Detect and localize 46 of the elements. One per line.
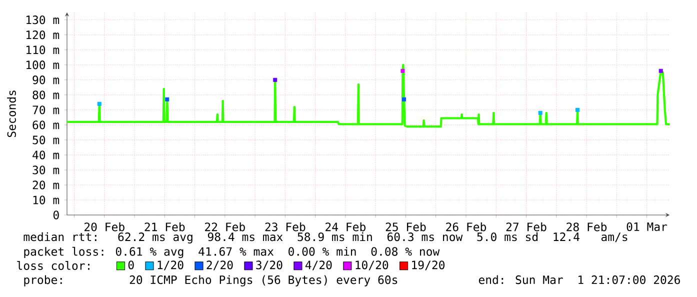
y-tick-label: 80 m <box>32 90 60 100</box>
point <box>97 102 102 106</box>
x-tick-label: 26 Feb <box>446 222 486 232</box>
y-tick-label: 120 m <box>26 30 60 40</box>
x-tick-label: 22 Feb <box>205 222 245 232</box>
point <box>575 108 580 112</box>
x-tick-label: 27 Feb <box>506 222 546 232</box>
y-tick-label: 130 m <box>26 16 60 24</box>
text: end: Sun Mar 1 21:07:00 2026 <box>478 275 680 284</box>
y-tick-label: 100 m <box>26 60 60 70</box>
point <box>165 97 170 102</box>
legend-label: 0 <box>128 260 134 270</box>
line-series <box>66 64 671 128</box>
y-tick-label: 90 m <box>32 76 60 84</box>
y-axis-title: Seconds <box>7 90 16 138</box>
x-tick-label: 01 Mar <box>626 222 668 232</box>
text: packet loss: 0.61 % avg 41.67 % max 0.00 % min 0.08 % now <box>24 246 440 258</box>
y-tick-label: 10 m <box>33 196 60 204</box>
x-tick-label: 28 Feb <box>566 222 607 232</box>
y-tick-label: 110 m <box>26 46 60 54</box>
x-tick-label: 24 Feb <box>326 222 366 232</box>
point <box>538 110 542 115</box>
y-tick-label: 0 <box>53 210 59 220</box>
point <box>400 68 405 73</box>
legend-label: 10/20 <box>356 260 388 270</box>
y-tick-label: 60 m <box>32 120 60 130</box>
x-tick-label: 21 Feb <box>144 222 185 232</box>
x-tick-label: 20 Feb <box>84 222 124 232</box>
legend-label: 3/20 <box>256 260 282 270</box>
x-tick-label: 23 Feb <box>265 222 306 232</box>
y-tick-label: 50 m <box>32 136 60 144</box>
y-tick-label: 30 m <box>32 166 60 174</box>
x-tick-label: 25 Feb <box>386 222 426 232</box>
text: median rtt: 62.2 ms avg 98.4 ms max 58.9 ms min 60.3 ms now 5.0 ms sd 12.4 am/s <box>24 232 628 244</box>
point <box>658 68 663 73</box>
y-tick-label: 40 m <box>32 150 60 160</box>
point <box>273 78 278 82</box>
legend-label: 4/20 <box>305 260 332 270</box>
point <box>402 97 406 102</box>
legend-label: 19/20 <box>412 260 444 270</box>
y-tick-label: 20 m <box>32 180 60 190</box>
legend-label: 1/20 <box>158 260 184 270</box>
text: probe: 20 ICMP Echo Pings (56 Bytes) every 60s <box>24 275 398 286</box>
legend-title: loss color: <box>17 261 90 270</box>
y-tick-label: 70 m <box>32 106 60 114</box>
legend-label: 2/20 <box>206 260 233 270</box>
